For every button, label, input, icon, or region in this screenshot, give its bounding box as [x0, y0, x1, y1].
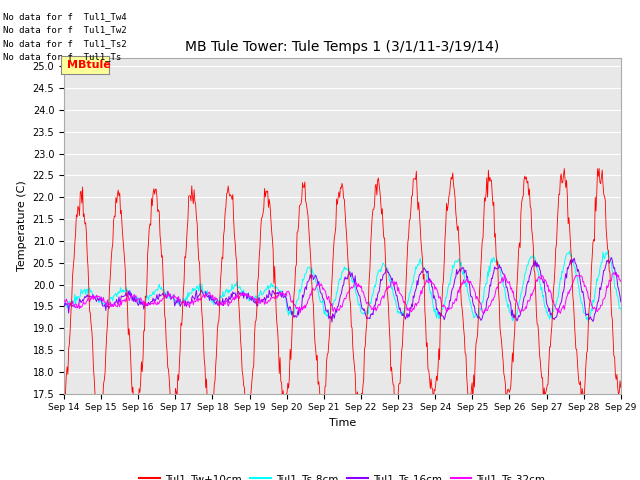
Text: No data for f  Tul1_Ts2: No data for f Tul1_Ts2	[3, 39, 127, 48]
Y-axis label: Temperature (C): Temperature (C)	[17, 180, 27, 271]
X-axis label: Time: Time	[329, 418, 356, 428]
Legend: Tul1_Tw+10cm, Tul1_Ts-8cm, Tul1_Ts-16cm, Tul1_Ts-32cm: Tul1_Tw+10cm, Tul1_Ts-8cm, Tul1_Ts-16cm,…	[135, 470, 550, 480]
Title: MB Tule Tower: Tule Temps 1 (3/1/11-3/19/14): MB Tule Tower: Tule Temps 1 (3/1/11-3/19…	[185, 40, 500, 54]
Text: No data for f  Tul1_Ts: No data for f Tul1_Ts	[3, 52, 122, 61]
Text: No data for f  Tul1_Tw4: No data for f Tul1_Tw4	[3, 12, 127, 21]
Text: No data for f  Tul1_Tw2: No data for f Tul1_Tw2	[3, 25, 127, 35]
Text: MBtule: MBtule	[67, 60, 110, 70]
